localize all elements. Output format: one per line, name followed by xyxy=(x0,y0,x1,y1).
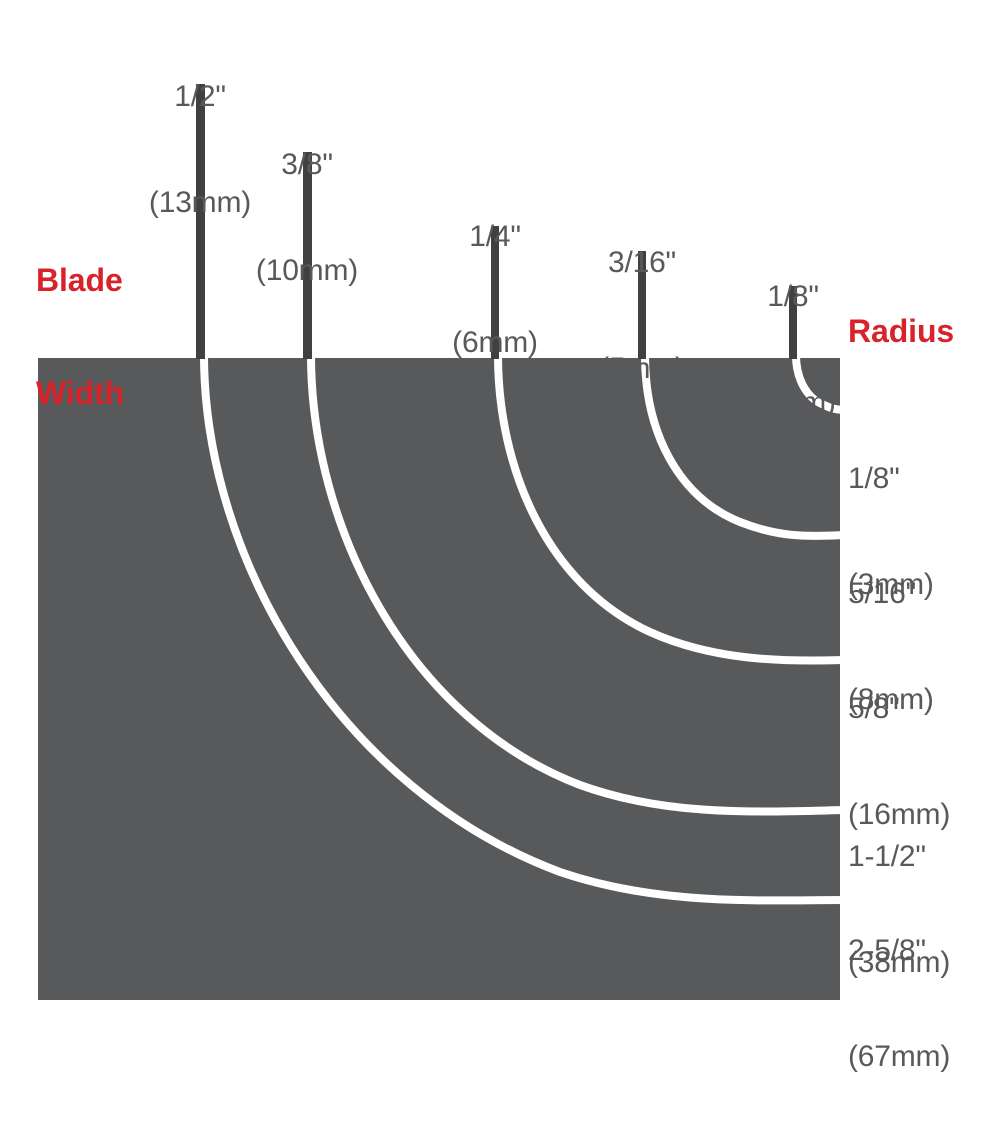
blade-bar-3 xyxy=(491,226,499,359)
radius-value-4-mm: (38mm) xyxy=(848,945,951,979)
radius-value-5-inches: 2-5/8" xyxy=(848,933,926,967)
kerf-curve-blade-5 xyxy=(792,354,845,414)
radius-value-4-inches: 1-1/2" xyxy=(848,839,926,873)
blade-group xyxy=(196,84,797,359)
blade-label-4: 3/16" (5mm) xyxy=(552,174,732,457)
blade-width-heading: Blade Width xyxy=(36,186,206,488)
blade-label-5: 1/8" (3mm) xyxy=(703,208,883,491)
blade-width-heading-line1: Blade xyxy=(36,261,123,298)
radius-value-3-mm: (16mm) xyxy=(848,797,951,831)
blade-label-4-mm: (5mm) xyxy=(599,351,685,385)
radius-value-5: 2-5/8" (67mm) xyxy=(848,862,950,1145)
workpiece-block xyxy=(38,358,840,1000)
diagram-canvas: Blade Width Radius 1/2" (13mm) 3/8" (10m… xyxy=(36,8,955,1073)
blade-label-2-inches: 3/8" xyxy=(281,147,333,181)
radius-value-1-mm: (3mm) xyxy=(848,567,934,601)
blade-bar-5 xyxy=(789,286,797,359)
blade-label-2-mm: (10mm) xyxy=(255,253,359,287)
blade-label-1: 1/2" (13mm) xyxy=(110,8,290,291)
blade-label-3-inches: 1/4" xyxy=(469,219,521,253)
radius-value-3: 5/8" (16mm) xyxy=(848,620,950,903)
blade-label-5-mm: (3mm) xyxy=(750,385,836,419)
blade-label-3: 1/4" (6mm) xyxy=(405,148,585,431)
radius-value-2-mm: (8mm) xyxy=(848,682,934,716)
kerf-curve-blade-1 xyxy=(200,354,845,905)
blade-label-3-mm: (6mm) xyxy=(452,325,538,359)
blade-label-5-inches: 1/8" xyxy=(767,279,819,313)
blade-label-1-inches: 1/2" xyxy=(174,79,226,113)
blade-label-1-mm: (13mm) xyxy=(148,185,252,219)
blade-radius-illustration xyxy=(38,84,845,1000)
blade-label-2: 3/8" (10mm) xyxy=(217,76,397,359)
radius-heading: Radius xyxy=(848,313,955,349)
blade-bar-2 xyxy=(303,152,312,359)
radius-value-4: 1-1/2" (38mm) xyxy=(848,768,950,1051)
kerf-curve-group xyxy=(200,354,845,905)
radius-value-1: 1/8" (3mm) xyxy=(848,390,934,673)
radius-value-2-inches: 5/16" xyxy=(848,576,917,610)
blade-width-heading-line2: Width xyxy=(36,374,125,411)
kerf-curve-blade-2 xyxy=(307,354,845,816)
radius-value-2: 5/16" (8mm) xyxy=(848,505,934,788)
radius-value-3-inches: 5/8" xyxy=(848,691,900,725)
kerf-curve-blade-3 xyxy=(494,354,845,665)
blade-bar-1 xyxy=(196,84,205,359)
radius-value-1-inches: 1/8" xyxy=(848,461,900,495)
blade-bar-4 xyxy=(638,251,646,359)
blade-label-4-inches: 3/16" xyxy=(607,245,677,279)
radius-value-5-mm: (67mm) xyxy=(848,1039,951,1073)
kerf-curve-blade-4 xyxy=(641,354,845,540)
